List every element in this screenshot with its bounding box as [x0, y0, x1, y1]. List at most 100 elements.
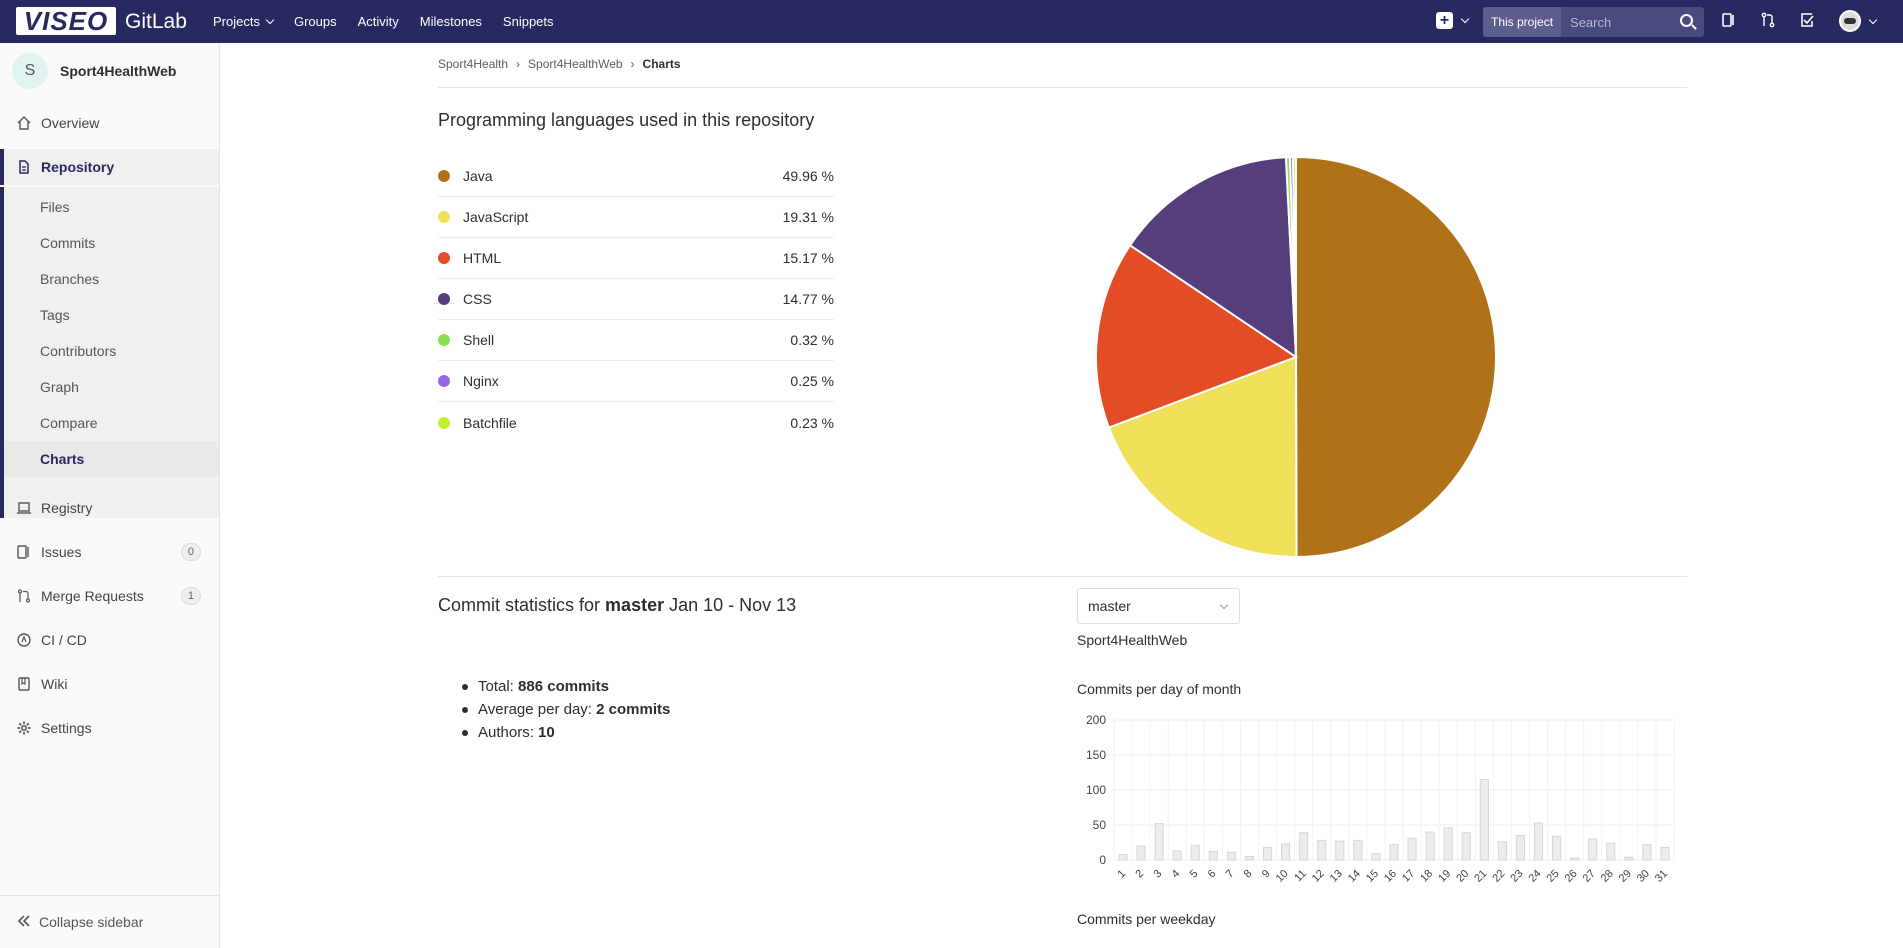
sidebar-item-merge-requests[interactable]: Merge Requests 1	[0, 578, 219, 614]
x-tick-label: 17	[1400, 868, 1417, 885]
sidebar-item-label: Settings	[41, 720, 92, 736]
sidebar-item-settings[interactable]: Settings	[0, 710, 219, 746]
new-dropdown[interactable]: +	[1436, 12, 1470, 29]
stat-authors-label: Authors:	[478, 724, 534, 741]
bar-day-4	[1172, 850, 1182, 861]
breadcrumb-project[interactable]: Sport4HealthWeb	[528, 57, 623, 71]
sidebar-item-label: Registry	[41, 500, 93, 516]
todo-icon[interactable]	[1798, 12, 1816, 30]
language-row: Batchfile 0.23 %	[438, 402, 834, 443]
language-percent: 0.32 %	[790, 332, 834, 348]
bar-day-31	[1660, 846, 1670, 861]
x-tick-label: 23	[1508, 868, 1525, 885]
nav-projects[interactable]: Projects	[213, 14, 275, 29]
home-icon	[17, 116, 31, 130]
bar-day-7	[1226, 851, 1236, 861]
bar-day-9	[1262, 846, 1273, 861]
x-tick-label: 3	[1151, 868, 1164, 881]
collapse-sidebar-label: Collapse sidebar	[39, 914, 144, 930]
language-color-dot	[438, 170, 450, 182]
commit-heading-range: Jan 10 - Nov 13	[669, 595, 797, 615]
language-percent: 49.96 %	[782, 168, 834, 184]
bar-day-19	[1443, 827, 1453, 861]
sidebar-item-repository[interactable]: Repository	[0, 149, 219, 185]
bar-day-25	[1552, 835, 1562, 861]
bar-day-22	[1497, 841, 1507, 861]
sidebar-item-overview[interactable]: Overview	[0, 105, 219, 141]
sidebar-item-wiki[interactable]: Wiki	[0, 666, 219, 702]
sidebar-sub-contributors[interactable]: Contributors	[40, 343, 117, 359]
breadcrumb-current[interactable]: Charts	[642, 57, 681, 71]
sidebar-sub-files[interactable]: Files	[40, 199, 70, 215]
viseo-logo[interactable]: VISEO	[16, 6, 116, 36]
bar-day-8	[1244, 856, 1255, 861]
stat-avg-value: 2 commits	[596, 701, 671, 718]
search-scope-badge: This project	[1483, 7, 1562, 37]
project-name: Sport4HealthWeb	[60, 63, 177, 79]
commits-per-weekday-title: Commits per weekday	[1077, 911, 1216, 927]
sidebar-item-issues[interactable]: Issues 0	[0, 534, 219, 570]
pie-slice-css	[1128, 156, 1298, 359]
sidebar-sub-charts[interactable]: Charts	[0, 441, 219, 477]
sidebar-item-cicd[interactable]: CI / CD	[0, 622, 219, 658]
sidebar-sub-graph[interactable]: Graph	[40, 379, 79, 395]
rocket-icon	[17, 633, 31, 647]
bar-day-30	[1642, 844, 1652, 861]
sidebar-item-label: CI / CD	[41, 632, 87, 648]
x-tick-label: 9	[1260, 868, 1273, 881]
list-item: Authors: 10	[462, 721, 670, 744]
x-tick-label: 14	[1346, 868, 1363, 885]
sidebar-item-label: Merge Requests	[41, 588, 144, 604]
commit-stats-heading: Commit statistics for master Jan 10 - No…	[438, 595, 796, 616]
merge-requests-count-badge: 1	[180, 587, 201, 605]
bar-day-23	[1515, 835, 1526, 861]
y-tick-label: 100	[1086, 783, 1106, 797]
x-tick-label: 20	[1454, 868, 1471, 885]
sidebar-sub-commits[interactable]: Commits	[40, 235, 96, 251]
stat-total-label: Total:	[478, 678, 514, 695]
language-color-dot	[438, 293, 450, 305]
issues-icon[interactable]	[1720, 12, 1738, 30]
collapse-sidebar-button[interactable]: Collapse sidebar	[0, 895, 219, 948]
nav-activity[interactable]: Activity	[357, 14, 399, 29]
x-tick-label: 30	[1635, 868, 1652, 885]
book-icon	[17, 677, 31, 691]
search-box[interactable]: This project Search	[1483, 7, 1704, 37]
nav-milestones[interactable]: Milestones	[419, 14, 482, 29]
x-tick-label: 25	[1545, 868, 1562, 885]
gitlab-brand[interactable]: GitLab	[125, 10, 187, 33]
x-tick-label: 12	[1310, 868, 1327, 885]
sidebar-sub-tags[interactable]: Tags	[40, 307, 70, 323]
user-menu[interactable]	[1839, 10, 1878, 32]
y-tick-label: 0	[1099, 853, 1106, 867]
sidebar-project[interactable]: S Sport4HealthWeb	[12, 53, 176, 89]
search-input[interactable]: Search	[1570, 14, 1612, 30]
user-avatar	[1839, 10, 1861, 32]
nav-snippets[interactable]: Snippets	[502, 14, 554, 29]
x-tick-label: 11	[1292, 868, 1309, 885]
breadcrumb-group[interactable]: Sport4Health	[438, 57, 509, 71]
branch-select[interactable]: master	[1077, 588, 1240, 624]
bar-day-5	[1190, 844, 1200, 861]
x-tick-label: 24	[1526, 868, 1543, 885]
project-label: Sport4HealthWeb	[1077, 632, 1188, 648]
bar-day-28	[1606, 842, 1616, 861]
merge-request-icon[interactable]	[1759, 12, 1777, 30]
language-color-dot	[438, 252, 450, 264]
stat-avg-label: Average per day:	[478, 701, 592, 718]
language-percent: 15.17 %	[782, 250, 834, 266]
chevron-right-icon: ›	[630, 57, 635, 71]
x-tick-label: 6	[1206, 868, 1219, 881]
x-tick-label: 10	[1274, 868, 1291, 885]
sidebar-sub-branches[interactable]: Branches	[40, 271, 100, 287]
bar-day-6	[1208, 851, 1218, 861]
language-percent: 0.23 %	[790, 414, 834, 431]
sidebar-item-registry[interactable]: Registry	[0, 490, 219, 526]
sidebar-sub-compare[interactable]: Compare	[40, 415, 98, 431]
merge-request-icon	[17, 589, 31, 603]
languages-pie-chart	[1095, 155, 1497, 559]
chevron-down-icon	[265, 15, 275, 25]
language-percent: 0.25 %	[790, 373, 834, 389]
nav-groups[interactable]: Groups	[293, 14, 337, 29]
search-icon	[1680, 14, 1693, 27]
